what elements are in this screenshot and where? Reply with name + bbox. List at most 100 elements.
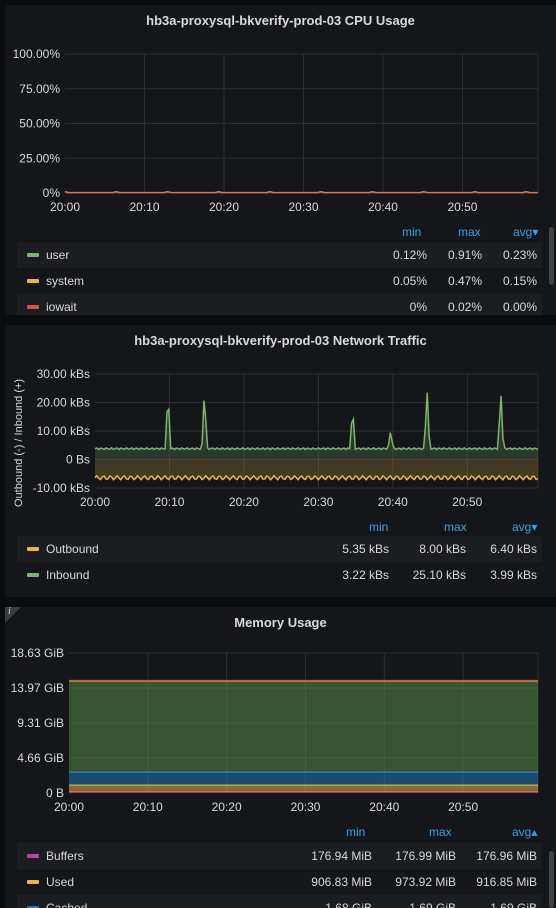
network-traffic-panel: hb3a-proxysql-bkverify-prod-03 Network T… bbox=[5, 325, 556, 597]
series-color-swatch[interactable] bbox=[27, 906, 39, 908]
mem-x-tick-5: 20:50 bbox=[448, 800, 478, 814]
series-color-swatch[interactable] bbox=[27, 279, 39, 283]
series-name[interactable]: iowait bbox=[46, 300, 77, 314]
cpu-y-tick-2: 50.00% bbox=[19, 117, 60, 131]
series-avg-value: 6.40 kBs bbox=[490, 542, 537, 556]
series-avg-value: 0.00% bbox=[502, 300, 537, 314]
mem-y-tick-0: 18.63 GiB bbox=[11, 646, 64, 660]
series-color-swatch[interactable] bbox=[27, 547, 39, 551]
series-name[interactable]: Cached bbox=[46, 901, 88, 908]
mem-x-tick-3: 20:30 bbox=[290, 800, 320, 814]
series-max-value: 0.02% bbox=[447, 300, 482, 314]
series-avg-value: 916.85 MiB bbox=[476, 875, 537, 889]
series-name[interactable]: Inbound bbox=[46, 568, 90, 582]
network-panel-title[interactable]: hb3a-proxysql-bkverify-prod-03 Network T… bbox=[134, 333, 427, 348]
net-x-tick-3: 20:30 bbox=[303, 495, 333, 509]
series-name[interactable]: user bbox=[46, 248, 70, 262]
series-min-value: 1.68 GiB bbox=[325, 901, 372, 908]
series-color-swatch[interactable] bbox=[27, 305, 39, 309]
net-y-tick-2: 10.00 kBs bbox=[37, 424, 90, 438]
mem-x-tick-4: 20:40 bbox=[369, 800, 399, 814]
mem-y-tick-3: 4.66 GiB bbox=[17, 751, 64, 765]
net-y-tick-1: 20.00 kBs bbox=[37, 396, 90, 410]
series-name[interactable]: Outbound bbox=[46, 542, 99, 556]
memory-legend-scrollbar[interactable] bbox=[549, 851, 554, 908]
net-x-tick-1: 20:10 bbox=[154, 495, 184, 509]
series-max-value: 1.69 GiB bbox=[409, 901, 456, 908]
net-x-tick-2: 20:20 bbox=[229, 495, 259, 509]
cpu-legend-avg-header[interactable]: avg▾ bbox=[513, 225, 539, 239]
series-name[interactable]: Used bbox=[46, 875, 75, 889]
series-min-value: 0.12% bbox=[392, 248, 427, 262]
cpu-chart[interactable]: 100.00% 75.00% 50.00% 25.00% 0%20:00 20:10 20:… bbox=[5, 35, 556, 250]
cpu-x-tick-5: 20:50 bbox=[447, 200, 477, 214]
mem-x-tick-1: 20:10 bbox=[133, 800, 163, 814]
net-outbound-line bbox=[94, 474, 539, 481]
series-avg-value: 176.96 MiB bbox=[476, 849, 537, 863]
series-color-swatch[interactable] bbox=[27, 573, 39, 577]
series-avg-value: 3.99 kBs bbox=[490, 568, 537, 582]
net-y-tick-0: 30.00 kBs bbox=[37, 367, 90, 381]
memory-legend-row-cached[interactable]: Cached 1.68 GiB 1.69 GiB 1.69 GiB bbox=[17, 895, 542, 908]
cpu-x-tick-3: 20:30 bbox=[288, 200, 318, 214]
net-outbound-area bbox=[95, 459, 538, 480]
network-legend-max-header[interactable]: max bbox=[444, 520, 467, 534]
series-max-value: 973.92 MiB bbox=[395, 875, 456, 889]
series-avg-value: 1.69 GiB bbox=[490, 901, 537, 908]
series-color-swatch[interactable] bbox=[27, 854, 39, 858]
cpu-x-tick-1: 20:10 bbox=[129, 200, 159, 214]
cpu-legend-max-header[interactable]: max bbox=[458, 225, 481, 239]
cpu-legend-row-system[interactable]: system 0.05% 0.47% 0.15% bbox=[17, 268, 542, 294]
series-max-value: 0.47% bbox=[447, 274, 482, 288]
series-min-value: 0.05% bbox=[392, 274, 427, 288]
cpu-usage-panel: hb3a-proxysql-bkverify-prod-03 CPU Usage… bbox=[5, 5, 556, 315]
memory-legend-avg-header[interactable]: avg▴ bbox=[512, 825, 538, 839]
net-y-tick-4: -10.00 kBs bbox=[33, 481, 90, 495]
series-max-value: 0.91% bbox=[447, 248, 482, 262]
net-y-tick-3: 0 Bs bbox=[66, 453, 90, 467]
panel-info-icon[interactable]: i bbox=[5, 607, 21, 623]
network-chart[interactable]: 30.00 kBs 20.00 kBs 10.00 kBs 0 Bs -10.00 kB… bbox=[5, 362, 556, 537]
memory-legend-max-header[interactable]: max bbox=[429, 825, 452, 839]
cpu-legend-row-user[interactable]: user 0.12% 0.91% 0.23% bbox=[17, 242, 542, 268]
series-min-value: 5.35 kBs bbox=[342, 542, 389, 556]
mem-x-tick-2: 20:20 bbox=[212, 800, 242, 814]
mem-cached-band bbox=[69, 772, 538, 785]
network-legend-row-inbound[interactable]: Inbound 3.22 kBs 25.10 kBs 3.99 kBs bbox=[17, 562, 542, 588]
network-legend-min-header[interactable]: min bbox=[369, 520, 389, 534]
cpu-series-iowait bbox=[64, 191, 538, 194]
cpu-panel-title[interactable]: hb3a-proxysql-bkverify-prod-03 CPU Usage bbox=[146, 13, 415, 28]
cpu-y-tick-3: 25.00% bbox=[19, 151, 60, 165]
memory-legend-row-used[interactable]: Used 906.83 MiB 973.92 MiB 916.85 MiB bbox=[17, 869, 542, 895]
series-max-value: 25.10 kBs bbox=[412, 568, 466, 582]
cpu-y-tick-4: 0% bbox=[43, 186, 61, 200]
cpu-legend-row-iowait[interactable]: iowait 0% 0.02% 0.00% bbox=[17, 294, 542, 315]
mem-y-tick-2: 9.31 GiB bbox=[17, 716, 64, 730]
memory-legend-min-header[interactable]: min bbox=[346, 825, 366, 839]
cpu-x-tick-0: 20:00 bbox=[50, 200, 80, 214]
mem-free-band bbox=[69, 681, 538, 773]
series-max-value: 8.00 kBs bbox=[419, 542, 466, 556]
memory-panel-title[interactable]: Memory Usage bbox=[234, 615, 327, 630]
network-legend-row-outbound[interactable]: Outbound 5.35 kBs 8.00 kBs 6.40 kBs bbox=[17, 536, 542, 562]
series-color-swatch[interactable] bbox=[27, 880, 39, 884]
series-min-value: 0% bbox=[409, 300, 427, 314]
series-name[interactable]: Buffers bbox=[46, 849, 84, 863]
series-color-swatch[interactable] bbox=[27, 253, 39, 257]
cpu-y-tick-0: 100.00% bbox=[13, 47, 61, 61]
series-min-value: 176.94 MiB bbox=[311, 849, 372, 863]
cpu-x-tick-2: 20:20 bbox=[209, 200, 239, 214]
cpu-legend-scrollbar[interactable] bbox=[549, 227, 554, 285]
mem-y-tick-4: 0 B bbox=[46, 786, 64, 800]
cpu-x-tick-4: 20:40 bbox=[368, 200, 398, 214]
network-legend-avg-header[interactable]: avg▾ bbox=[512, 520, 538, 534]
net-x-tick-4: 20:40 bbox=[378, 495, 408, 509]
series-avg-value: 0.15% bbox=[502, 274, 537, 288]
series-name[interactable]: system bbox=[46, 274, 85, 288]
memory-legend-row-buffers[interactable]: Buffers 176.94 MiB 176.99 MiB 176.96 MiB bbox=[17, 843, 542, 869]
cpu-legend-min-header[interactable]: min bbox=[402, 225, 422, 239]
net-inbound-line bbox=[94, 392, 539, 451]
series-min-value: 906.83 MiB bbox=[311, 875, 372, 889]
series-max-value: 176.99 MiB bbox=[395, 849, 456, 863]
